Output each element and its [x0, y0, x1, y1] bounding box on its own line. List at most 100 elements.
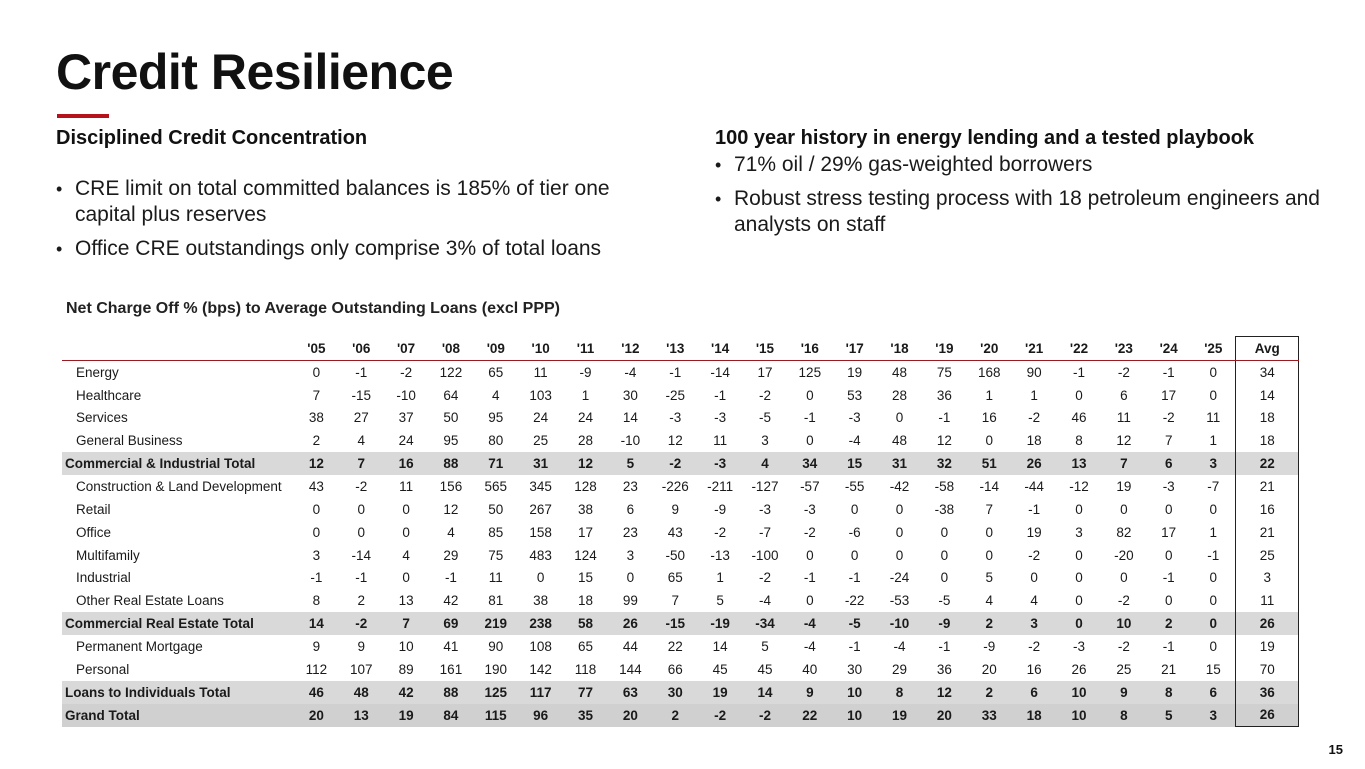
value-cell: 10	[832, 703, 878, 727]
value-cell: -1	[355, 570, 368, 586]
value-cell: 125	[473, 680, 519, 704]
value-cell: 29	[892, 661, 908, 677]
avg-cell: 16	[1235, 497, 1299, 521]
row-label: Multifamily	[76, 547, 140, 563]
left-bullet-text: CRE limit on total committed balances is…	[75, 177, 610, 226]
value-cell: -4	[758, 593, 771, 609]
value-cell: -9	[983, 638, 996, 654]
value-cell: 3	[761, 433, 769, 449]
value-cell: 8	[312, 593, 321, 609]
value-cell: 4	[742, 452, 788, 476]
value-cell: 11	[1116, 410, 1131, 426]
bullet-icon: •	[56, 239, 63, 259]
value-cell: -3	[697, 452, 743, 476]
value-cell: 19	[383, 703, 429, 727]
value-cell: 7	[338, 452, 384, 476]
value-cell: -1	[803, 410, 816, 426]
value-cell: 0	[940, 547, 949, 563]
table-row: Permanent Mortgage 9 9 10 41 90 108 65 44 22 14 5 -4…	[62, 634, 1299, 658]
value-cell: 44	[622, 638, 638, 654]
value-cell: 14	[293, 612, 339, 635]
value-cell: 158	[529, 524, 552, 540]
value-cell: 5	[761, 638, 769, 654]
value-cell: 45	[712, 661, 728, 677]
value-cell: 82	[1116, 524, 1132, 540]
row-label: Commercial Real Estate Total	[62, 612, 294, 635]
value-cell: 25	[533, 433, 549, 449]
value-cell: 0	[1164, 501, 1173, 517]
value-cell: 4	[985, 593, 994, 609]
value-cell: 112	[305, 661, 328, 677]
table-row: Energy 0 -1 -2 122 65 11 -9 -4 -1 -14 17 125 19 48 75 16…	[62, 360, 1299, 384]
value-cell: 20	[981, 661, 997, 677]
right-bullet-list: • 71% oil / 29% gas-weighted borrowers • R…	[715, 152, 1335, 238]
value-cell: 26	[1011, 452, 1057, 476]
value-cell: 117	[518, 680, 564, 704]
value-cell: 219	[473, 612, 519, 635]
column-header-year: '25	[1191, 336, 1236, 361]
value-cell: 22	[787, 703, 833, 727]
value-cell: -10	[877, 612, 922, 635]
value-cell: -3	[848, 410, 861, 426]
value-cell: 45	[757, 661, 773, 677]
value-cell: 42	[443, 593, 459, 609]
right-bullet: • 71% oil / 29% gas-weighted borrowers	[715, 152, 1335, 178]
value-cell: 10	[1101, 612, 1147, 635]
column-header-year: '16	[787, 336, 833, 361]
value-cell: 66	[667, 661, 683, 677]
value-cell: 1	[1209, 433, 1218, 449]
column-header-year: '05	[293, 336, 339, 361]
value-cell: 16	[981, 410, 997, 426]
value-cell: -13	[710, 547, 730, 563]
value-cell: 11	[1206, 410, 1221, 426]
value-cell: 24	[578, 410, 594, 426]
value-cell: 38	[578, 501, 594, 517]
value-cell: 81	[488, 593, 504, 609]
value-cell: 0	[357, 501, 365, 517]
value-cell: 71	[473, 452, 519, 476]
value-cell: 64	[443, 387, 459, 403]
value-cell: 6	[626, 501, 635, 517]
value-cell: 0	[1075, 387, 1083, 403]
value-cell: -14	[351, 547, 371, 563]
value-cell: 12	[563, 452, 608, 476]
value-cell: 0	[806, 593, 814, 609]
value-cell: 69	[428, 612, 474, 635]
value-cell: -1	[803, 570, 816, 586]
value-cell: 13	[338, 703, 384, 727]
table-title: Net Charge Off % (bps) to Average Outsta…	[66, 300, 560, 317]
avg-cell: 21	[1235, 520, 1299, 544]
value-cell: -15	[652, 612, 698, 635]
value-cell: 103	[529, 387, 552, 403]
value-cell: 0	[1191, 612, 1236, 635]
value-cell: 46	[1071, 410, 1087, 426]
value-cell: 8	[1075, 433, 1083, 449]
value-cell: -1	[1162, 638, 1175, 654]
value-cell: 2	[312, 433, 321, 449]
value-cell: 43	[308, 478, 324, 494]
table-body: Energy 0 -1 -2 122 65 11 -9 -4 -1 -14 17 125 19 48 75 16…	[62, 360, 1299, 728]
value-cell: 122	[439, 364, 463, 380]
value-cell: 36	[936, 661, 952, 677]
value-cell: -4	[803, 638, 816, 654]
value-cell: 4	[402, 547, 410, 563]
value-cell: 5	[1146, 703, 1192, 727]
value-cell: -9	[921, 612, 967, 635]
value-cell: 20	[921, 703, 967, 727]
left-heading: Disciplined Credit Concentration	[56, 127, 368, 149]
value-cell: -2	[1028, 638, 1041, 654]
value-cell: 0	[940, 570, 949, 586]
value-cell: -57	[800, 478, 820, 494]
value-cell: -3	[669, 410, 682, 426]
table-total-row: Grand Total 20 13 19 84 115 96 35 20 2 -2 -2 22 10 19 2…	[62, 703, 1299, 728]
value-cell: 65	[667, 570, 683, 586]
avg-cell: 36	[1235, 680, 1299, 704]
value-cell: 30	[847, 661, 863, 677]
value-cell: -53	[889, 593, 910, 609]
value-cell: -9	[714, 501, 727, 517]
value-cell: 14	[622, 410, 638, 426]
value-cell: -14	[710, 364, 730, 380]
avg-cell: 70	[1235, 657, 1299, 681]
column-header-year: '14	[697, 336, 743, 361]
value-cell: 12	[667, 433, 683, 449]
